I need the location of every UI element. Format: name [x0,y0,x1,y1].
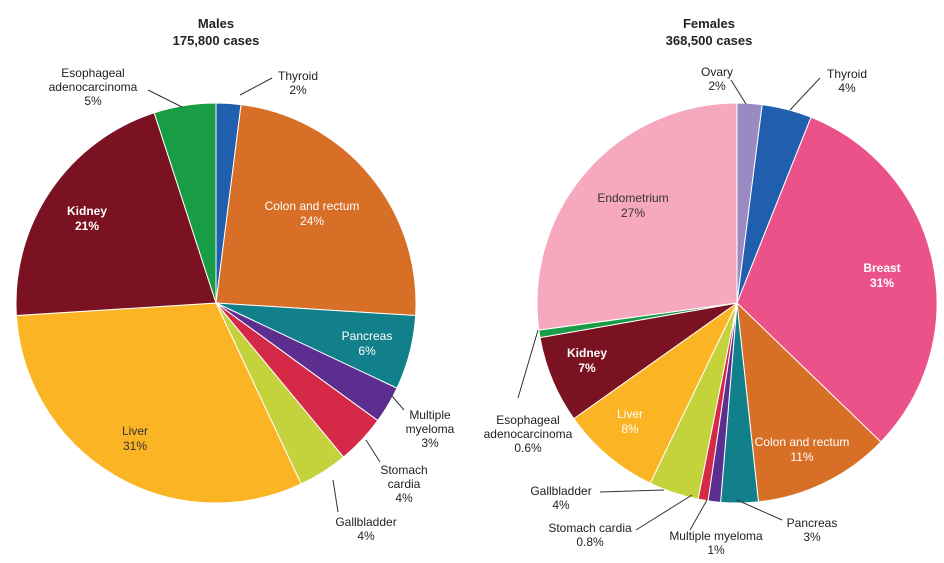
slice-label-pancreas: Pancreas 6% [342,329,393,358]
slice-labels: Ovary 2% Thyroid 4% Breast 31% Colon and rectu… [484,65,901,557]
pie-slice-liver [15,302,302,504]
chart-subtitle: 175,800 cases [173,33,260,48]
pie-slice-kidney [15,112,217,317]
leader-line-stomach-cardia [365,439,381,463]
pie-chart-males: Males 175,800 cases Thyroid 2% Colon and r… [15,16,455,543]
slice-label-stomach-cardia: Stomach cardia 0.8% [548,521,632,549]
leader-line-thyroid [239,77,273,96]
slice-label-ovary: Ovary 2% [701,65,733,93]
slice-label-multiple-myeloma: Multiple myeloma 1% [669,529,763,557]
pie-slice-colon-and-rectum [215,104,417,317]
leader-line-stomach-cardia [635,494,693,531]
chart-title: Females [683,16,735,31]
slice-label-liver: Liver 8% [617,407,643,436]
leader-line-multiple-myeloma [391,395,405,411]
slice-label-multiple-myeloma: Multiple myeloma 3% [406,408,455,450]
slice-label-colon-and-rectum: Colon and rectum 11% [755,435,850,464]
slice-label-endometrium: Endometrium 27% [597,191,668,220]
leader-line-pancreas [736,499,783,521]
slice-label-thyroid: Thyroid 2% [278,69,318,97]
chart-title: Males [198,16,234,31]
slice-label-gallbladder: Gallbladder 4% [530,484,591,512]
leader-line-ovary [730,79,747,105]
slice-label-stomach-cardia: Stomach cardia 4% [380,463,427,505]
pie-slice-esophageal-adenocarcinoma [153,102,217,304]
pie-slices [536,102,938,504]
pie-slices [15,102,417,504]
leader-lines [147,77,405,513]
slice-label-esophageal-adenocarcinoma: Esophageal adenocarcinoma 5% [49,66,138,108]
leader-line-thyroid [789,77,821,111]
slice-labels: Thyroid 2% Colon and rectum 24% Pancreas 6% Mu… [49,66,455,543]
leader-line-gallbladder [599,489,665,493]
pie-slice-colon-and-rectum [736,301,882,503]
pie-slice-liver [573,301,739,484]
slice-label-liver: Liver 31% [122,424,148,453]
slice-label-esophageal-adenocarcinoma: Esophageal adenocarcinoma 0.6% [484,413,573,455]
leader-line-esophageal-adenocarcinoma [147,89,183,108]
slice-label-colon-and-rectum: Colon and rectum 24% [265,199,360,228]
slice-label-gallbladder: Gallbladder 4% [335,515,396,543]
leader-lines [517,77,821,531]
slice-label-kidney: Kidney 21% [67,204,107,233]
chart-subtitle: 368,500 cases [666,33,753,48]
pie-slice-breast [736,116,938,443]
slice-label-kidney: Kidney 7% [567,346,607,375]
slice-label-pancreas: Pancreas 3% [787,516,838,544]
slice-label-thyroid: Thyroid 4% [827,67,867,95]
leader-line-esophageal-adenocarcinoma [517,329,539,399]
leader-line-multiple-myeloma [689,499,708,531]
pie-slice-endometrium [536,102,738,331]
pie-chart-females: Females 368,500 cases Ovary 2% Thyroid 4% Br… [484,16,938,557]
leader-line-gallbladder [332,479,339,513]
slice-label-breast: Breast 31% [863,261,900,290]
